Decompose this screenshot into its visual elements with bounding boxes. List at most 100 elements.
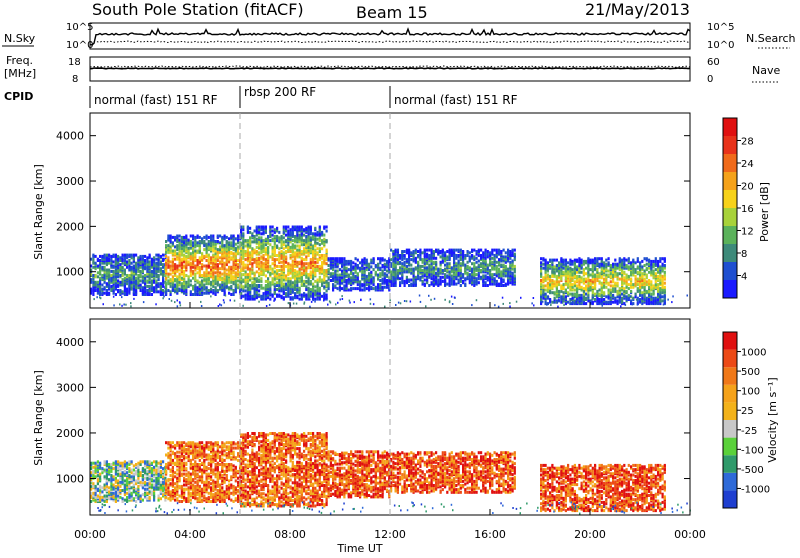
echo-cell <box>612 294 614 297</box>
echo-cell <box>637 287 639 290</box>
echo-cell <box>208 271 210 274</box>
echo-cell <box>656 301 658 303</box>
echo-cell <box>621 274 623 277</box>
echo-cell <box>623 261 625 264</box>
echo-cell <box>181 286 183 289</box>
echo-cell <box>326 239 328 242</box>
echo-cell <box>181 289 183 292</box>
echo-cell <box>153 286 155 289</box>
echo-cell <box>637 260 639 263</box>
echo-cell <box>269 228 271 231</box>
echo-cell <box>505 251 507 254</box>
echo-cell <box>551 261 553 264</box>
echo-cell <box>357 287 359 290</box>
echo-cell <box>428 276 430 279</box>
echo-cell <box>614 282 616 285</box>
echo-cell <box>115 270 117 273</box>
echo-cell <box>97 265 99 268</box>
echo-cell <box>254 251 256 254</box>
echo-cell <box>245 281 247 284</box>
echo-cell <box>621 261 623 264</box>
echo-cell <box>406 258 408 261</box>
echo-cell <box>440 279 442 282</box>
echo-cell <box>491 251 493 254</box>
echo-cell <box>197 271 199 274</box>
echo-cell <box>206 279 208 282</box>
echo-cell <box>641 265 643 268</box>
echo-cell <box>583 278 585 281</box>
echo-cell <box>158 254 160 257</box>
echo-cell <box>299 255 301 258</box>
echo-cell <box>172 241 174 244</box>
echo-cell <box>314 232 316 235</box>
echo-cell <box>101 274 103 277</box>
echo-cell <box>237 241 239 244</box>
echo-cell <box>630 261 632 264</box>
echo-cell <box>404 254 406 257</box>
echo-cell <box>179 281 181 284</box>
echo-cell <box>569 293 571 296</box>
echo-cell <box>267 239 269 242</box>
echo-cell <box>431 260 433 263</box>
echo-cell <box>496 249 498 252</box>
echo-cell <box>170 285 172 288</box>
echo-cell <box>278 236 280 239</box>
echo-cell <box>583 263 585 266</box>
echo-cell <box>305 238 307 241</box>
echo-cell <box>230 285 232 288</box>
echo-cell <box>585 260 587 263</box>
echo-cell <box>337 260 339 263</box>
echo-cell <box>469 255 471 258</box>
echo-cell <box>392 265 394 268</box>
echo-cell <box>601 282 603 285</box>
echo-cell <box>312 251 314 254</box>
echo-cell <box>124 262 126 265</box>
echo-cell <box>671 301 673 303</box>
echo-cell <box>235 271 237 274</box>
echo-cell <box>330 265 332 268</box>
echo-cell <box>99 255 101 258</box>
echo-cell <box>308 231 310 234</box>
echo-cell <box>641 299 643 302</box>
echo-cell <box>558 280 560 283</box>
echo-cell <box>592 265 594 268</box>
echo-cell <box>617 272 619 275</box>
echo-cell <box>547 267 549 270</box>
echo-cell <box>144 282 146 285</box>
echo-cell <box>177 299 179 301</box>
echo-cell <box>254 277 256 280</box>
echo-cell <box>560 263 562 266</box>
echo-cell <box>478 260 480 263</box>
echo-cell <box>653 260 655 263</box>
echo-cell <box>133 281 135 284</box>
echo-cell <box>130 302 132 304</box>
echo-cell <box>296 270 298 273</box>
echo-cell <box>415 276 417 279</box>
echo-cell <box>328 284 330 287</box>
echo-cell <box>576 265 578 268</box>
echo-cell <box>395 284 397 287</box>
echo-cell <box>507 268 509 271</box>
echo-cell <box>256 257 258 260</box>
echo-cell <box>364 274 366 277</box>
echo-cell <box>219 256 221 259</box>
echo-cell <box>310 232 312 235</box>
echo-cell <box>542 297 544 300</box>
echo-cell <box>354 301 356 303</box>
echo-cell <box>639 298 641 301</box>
echo-cell <box>592 286 594 289</box>
echo-cell <box>215 293 217 296</box>
echo-cell <box>512 253 514 256</box>
echo-cell <box>276 288 278 291</box>
echo-cell <box>274 242 276 245</box>
echo-cell <box>451 274 453 277</box>
echo-cell <box>551 275 553 278</box>
echo-cell <box>305 255 307 258</box>
echo-cell <box>547 274 549 277</box>
echo-cell <box>462 261 464 264</box>
echo-cell <box>281 280 283 283</box>
echo-cell <box>576 259 578 262</box>
echo-cell <box>290 250 292 253</box>
echo-cell <box>292 226 294 229</box>
echo-cell <box>485 274 487 277</box>
